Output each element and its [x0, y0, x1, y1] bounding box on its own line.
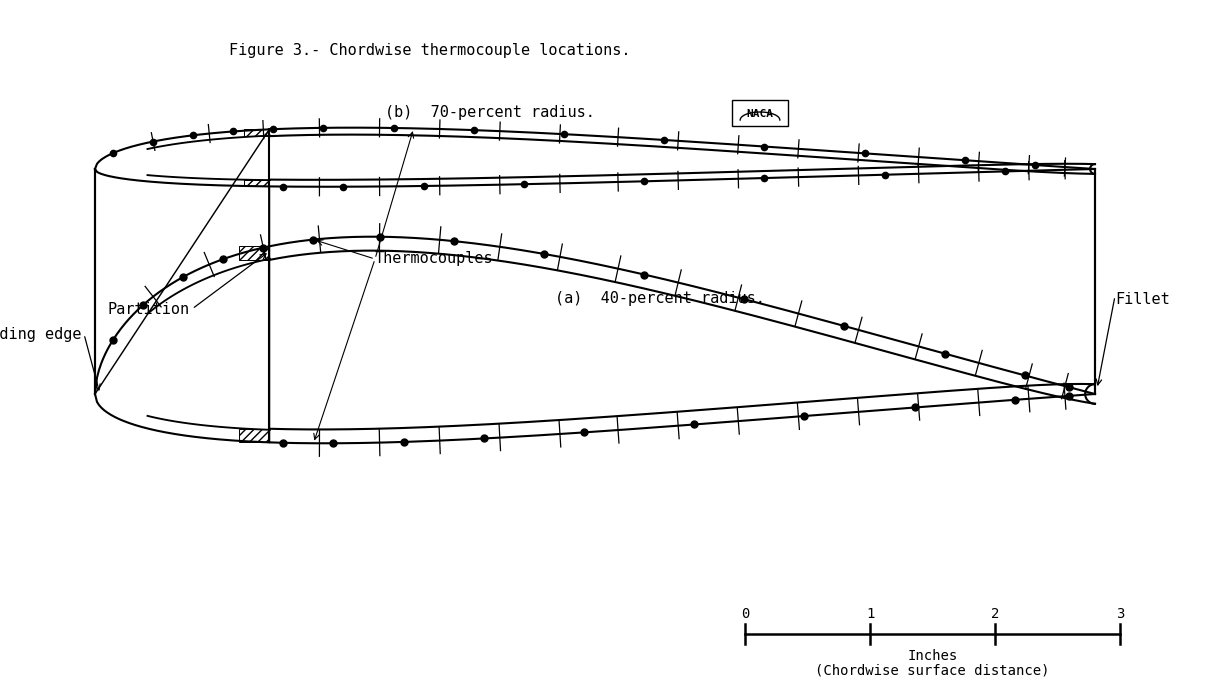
Polygon shape [240, 429, 269, 442]
Text: NACA: NACA [747, 109, 774, 119]
Text: Inches: Inches [908, 649, 958, 663]
Text: Leading edge: Leading edge [0, 327, 82, 342]
Polygon shape [240, 246, 269, 260]
Text: 3: 3 [1116, 607, 1124, 621]
Text: (Chordwise surface distance): (Chordwise surface distance) [815, 664, 1050, 678]
Text: Thermocouples: Thermocouples [375, 251, 494, 267]
Text: (a)  40-percent radius.: (a) 40-percent radius. [555, 291, 765, 307]
Polygon shape [244, 180, 269, 187]
Polygon shape [244, 130, 269, 136]
Text: Fillet: Fillet [1114, 291, 1169, 307]
Text: Partition: Partition [108, 302, 189, 316]
Text: Figure 3.- Chordwise thermocouple locations.: Figure 3.- Chordwise thermocouple locati… [230, 43, 631, 59]
Text: 0: 0 [741, 607, 749, 621]
Text: 2: 2 [991, 607, 1000, 621]
Text: 1: 1 [866, 607, 874, 621]
Text: (b)  70-percent radius.: (b) 70-percent radius. [385, 105, 595, 119]
